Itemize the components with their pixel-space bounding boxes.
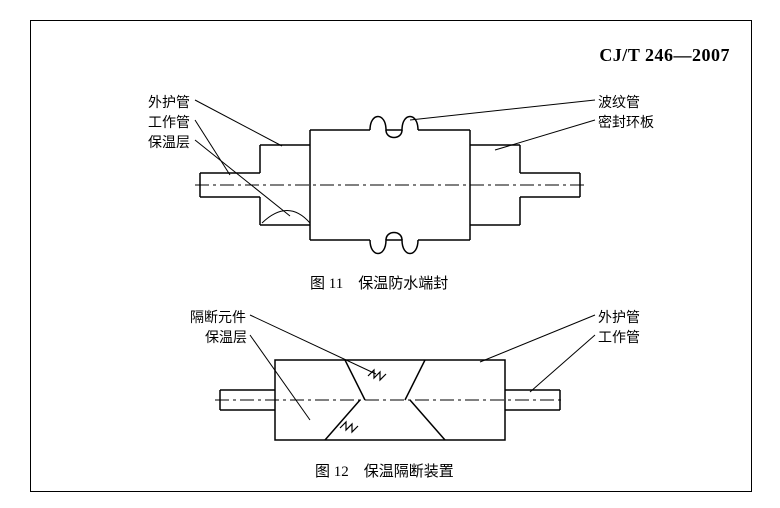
fig12-label-working-pipe: 工作管 [598, 327, 640, 347]
fig12-drawing [0, 0, 780, 508]
fig12-caption: 图 12 保温隔断装置 [315, 460, 454, 481]
fig12-label-outer-casing: 外护管 [598, 307, 640, 327]
fig12-label-insulation: 保温层 [205, 327, 247, 347]
fig12-label-break-element: 隔断元件 [190, 307, 246, 327]
